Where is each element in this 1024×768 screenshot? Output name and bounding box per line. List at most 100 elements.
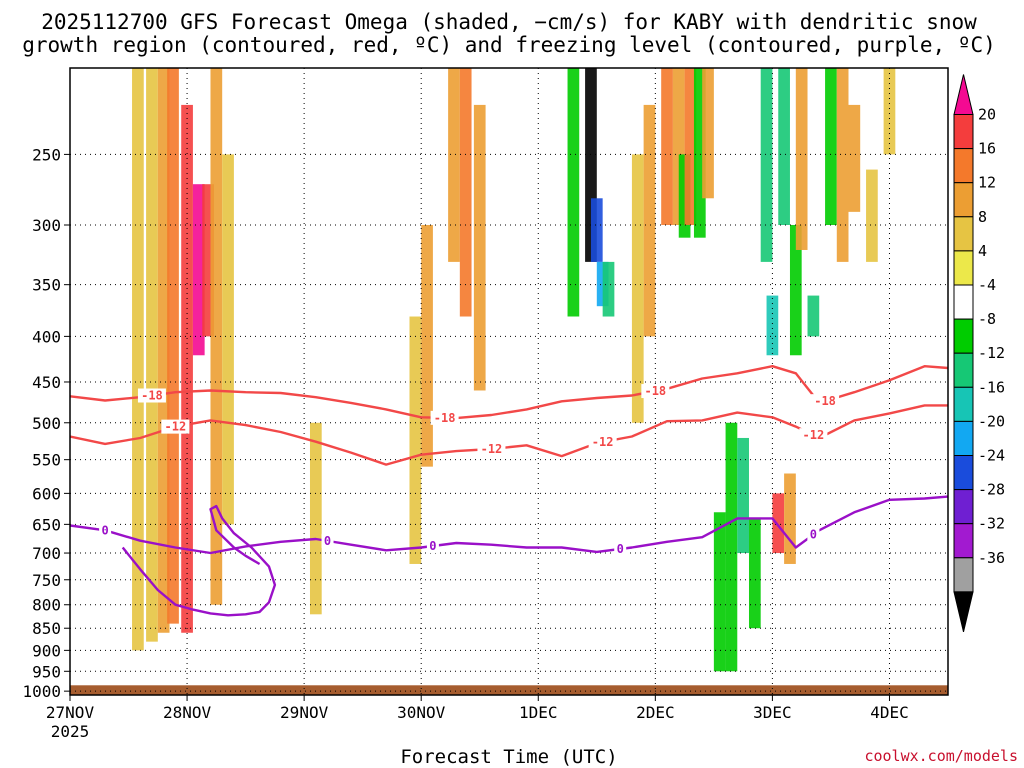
y-tick-label: 700: [32, 544, 61, 563]
omega-cell: [807, 295, 820, 337]
x-tick-label: 3DEC: [753, 703, 792, 722]
omega-cell: [116, 284, 129, 423]
contour-label: 0: [102, 523, 109, 537]
colorbar-label: 12: [978, 174, 996, 192]
omega-cell: [585, 68, 597, 262]
y-tick-label: 950: [32, 662, 61, 681]
contour-line: [121, 504, 277, 617]
omega-cell: [825, 68, 837, 225]
omega-cell: [702, 68, 714, 199]
plot-area: [70, 68, 948, 695]
y-tick-label: 500: [32, 414, 61, 433]
contour-label-bg: [588, 435, 617, 450]
contour-label-bg: [99, 523, 112, 538]
colorbar-segment: [953, 182, 974, 218]
omega-cell: [795, 68, 808, 250]
colorbar-segment: [953, 489, 974, 525]
chart-title-line-1: 2025112700 GFS Forecast Omega (shaded, −…: [41, 10, 977, 34]
x-tick-label: 29NOV: [280, 703, 329, 722]
contour-label: -12: [165, 420, 187, 434]
colorbar-segment: [953, 420, 974, 456]
x-tick-label: 27NOV: [46, 703, 95, 722]
surface-band: [70, 685, 948, 695]
omega-cell: [157, 68, 170, 633]
x-tick-label: 30NOV: [397, 703, 446, 722]
contour-label: -18: [644, 384, 666, 398]
omega-cell: [132, 68, 144, 651]
y-tick-label: 900: [32, 641, 61, 660]
contour-label-bg: [137, 388, 166, 403]
omega-cell: [661, 68, 673, 225]
omega-cell: [766, 295, 779, 356]
contour-label: 0: [324, 534, 331, 548]
y-tick-label: 350: [32, 276, 61, 295]
omega-cell: [192, 184, 205, 356]
colorbar-segment: [953, 216, 974, 252]
contour-label: -18: [434, 411, 456, 425]
x-axis-title: Forecast Time (UTC): [400, 746, 617, 768]
y-tick-label: 600: [32, 484, 61, 503]
omega-cell: [459, 68, 472, 317]
credit-text: coolwx.com/models: [864, 747, 1018, 765]
colorbar-segment: [953, 114, 974, 150]
y-tick-label: 250: [32, 145, 61, 164]
contour-label: 0: [617, 542, 624, 556]
colorbar-segment: [953, 284, 974, 320]
omega-cell: [526, 122, 539, 407]
y-tick-label: 650: [32, 515, 61, 534]
colorbar-label: -20: [978, 412, 1005, 430]
contour-label-bg: [426, 538, 439, 553]
omega-cell: [222, 154, 234, 525]
contour-label-bg: [641, 384, 670, 399]
x-tick-label: 1DEC: [519, 703, 558, 722]
colorbar-label: -28: [978, 481, 1005, 499]
colorbar-label: -32: [978, 515, 1005, 533]
colorbar-top-arrow: [953, 74, 974, 115]
omega-cell: [684, 68, 697, 225]
omega-cell: [473, 104, 486, 391]
colorbar-bottom-arrow: [953, 591, 974, 633]
y-tick-label: 750: [32, 571, 61, 590]
contour-label: -12: [592, 435, 614, 449]
x-axis-ticks: 27NOV 28NOV 29NOV 30NOV 1DEC 2DEC 3DEC 4DEC: [46, 695, 909, 722]
omega-cell: [760, 68, 773, 262]
omega-cell: [567, 316, 580, 629]
contour-line: [70, 365, 948, 420]
contour-label-bg: [430, 410, 459, 425]
colorbar: 20 16 12 8 4 -4 -8 -12 -16 -20 -24 -28 -32 -36: [953, 74, 1005, 633]
omega-cell: [866, 169, 878, 262]
omega-cell: [421, 224, 433, 467]
omega-cell: [602, 261, 615, 317]
colorbar-segment: [953, 386, 974, 422]
colorbar-label: -12: [978, 344, 1005, 362]
omega-cell: [848, 104, 861, 212]
colorbar-segment: [953, 250, 974, 286]
contours: -18 -18 -18 -18 -12 -12 -12 -12 0 0 0 0 0: [70, 365, 948, 617]
colorbar-segment: [953, 352, 974, 388]
omega-cell: [99, 406, 111, 494]
contour-label-bg: [799, 428, 828, 443]
contour-label: 0: [429, 539, 436, 553]
colorbar-label: 4: [978, 242, 987, 260]
ground-surface: [70, 685, 948, 695]
colorbar-segment: [953, 557, 974, 593]
colorbar-segment: [953, 455, 974, 491]
omega-cell: [789, 224, 802, 356]
omega-cell: [202, 184, 214, 337]
y-tick-label: 300: [32, 216, 61, 235]
y-tick-label: 450: [32, 373, 61, 392]
colorbar-segment: [953, 318, 974, 354]
omega-cell: [672, 68, 685, 225]
omega-cell: [778, 68, 790, 225]
omega-cell: [725, 422, 738, 672]
contour-label: -18: [141, 389, 163, 403]
contour-label-bg: [811, 394, 840, 409]
omega-cell: [772, 493, 785, 554]
omega-cell: [907, 68, 919, 123]
colorbar-label: -4: [978, 276, 996, 294]
contour-label-bg: [477, 441, 506, 456]
colorbar-label: -8: [978, 310, 996, 328]
x-tick-label: 28NOV: [163, 703, 212, 722]
colorbar-label: 20: [978, 106, 996, 124]
